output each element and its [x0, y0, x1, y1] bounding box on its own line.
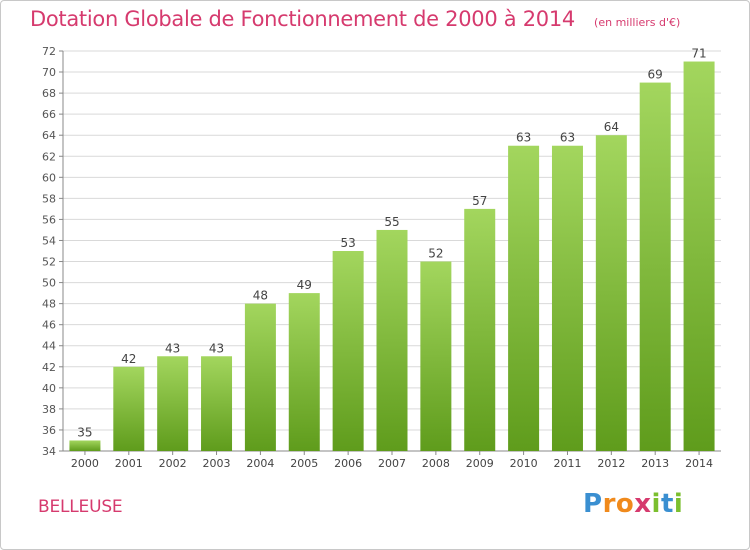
bar-2011 [551, 145, 583, 451]
value-label-2007: 55 [384, 215, 399, 229]
x-tick-label-2011: 2011 [553, 457, 581, 470]
x-tick-label-2000: 2000 [71, 457, 99, 470]
value-label-2012: 64 [604, 120, 619, 134]
y-tick-label: 60 [42, 171, 56, 184]
y-tick-label: 52 [42, 256, 56, 269]
logo-letter: o [615, 489, 635, 519]
proxiti-logo: Proxiti [583, 489, 683, 519]
y-tick-label: 46 [42, 319, 56, 332]
y-tick-label: 50 [42, 277, 56, 290]
value-label-2014: 71 [691, 47, 706, 61]
logo-letter: i [673, 489, 684, 519]
tick-labels: 34 36 38 40 42 44 46 48 50 52 54 56 58 60 62 64 66 68 70 72… [42, 45, 713, 470]
chart-title-block: Dotation Globale de Fonctionnement de 20… [30, 7, 680, 31]
y-tick-label: 48 [42, 298, 56, 311]
y-tick-label: 70 [42, 66, 56, 79]
x-tick-label-2009: 2009 [466, 457, 494, 470]
y-tick-label: 58 [42, 192, 56, 205]
value-label-2008: 52 [428, 247, 443, 261]
y-tick-label: 54 [42, 234, 56, 247]
logo-letter: r [602, 489, 616, 519]
logo-letter: P [583, 489, 603, 519]
x-tick-label-2007: 2007 [378, 457, 406, 470]
chart-subtitle: (en milliers d'€) [594, 16, 681, 29]
x-tick-label-2001: 2001 [115, 457, 143, 470]
x-tick-label-2008: 2008 [422, 457, 450, 470]
bar-2012 [595, 135, 627, 452]
bar-2007 [376, 229, 408, 451]
y-tick-label: 72 [42, 45, 56, 58]
value-label-2006: 53 [340, 236, 355, 250]
bar-2005 [288, 293, 320, 451]
value-label-2004: 48 [253, 289, 268, 303]
x-tick-label-2003: 2003 [203, 457, 231, 470]
bar-2014 [683, 61, 715, 452]
y-tick-label: 40 [42, 382, 56, 395]
y-tick-label: 64 [42, 129, 56, 142]
bars [69, 61, 715, 452]
x-tick-label-2014: 2014 [685, 457, 713, 470]
value-labels: 35 42 43 43 48 49 53 55 52 57 63 63 64 69 71 [77, 47, 706, 440]
y-tick-label: 44 [42, 340, 56, 353]
bar-2001 [113, 366, 145, 451]
x-tick-label-2013: 2013 [641, 457, 669, 470]
value-label-2009: 57 [472, 194, 487, 208]
logo-letter: i [651, 489, 661, 519]
y-tick-label: 68 [42, 87, 56, 100]
value-label-2001: 42 [121, 352, 136, 366]
value-label-2000: 35 [77, 425, 92, 439]
value-label-2011: 63 [560, 131, 575, 145]
value-label-2005: 49 [297, 278, 312, 292]
logo-letter: x [634, 489, 652, 519]
bar-2009 [464, 208, 496, 451]
chart-title: Dotation Globale de Fonctionnement de 20… [30, 7, 575, 31]
commune-name: BELLEUSE [38, 497, 123, 517]
y-tick-label: 56 [42, 213, 56, 226]
bar-2010 [508, 145, 540, 451]
bar-2006 [332, 251, 364, 451]
bar-2004 [244, 303, 276, 451]
value-label-2013: 69 [648, 68, 663, 82]
y-tick-label: 38 [42, 403, 56, 416]
value-label-2003: 43 [209, 341, 224, 355]
x-tick-label-2004: 2004 [246, 457, 274, 470]
x-tick-label-2002: 2002 [159, 457, 187, 470]
x-tick-label-2006: 2006 [334, 457, 362, 470]
y-tick-label: 62 [42, 150, 56, 163]
value-label-2002: 43 [165, 341, 180, 355]
x-tick-label-2012: 2012 [597, 457, 625, 470]
y-tick-label: 36 [42, 424, 56, 437]
y-tick-label: 42 [42, 361, 56, 374]
bar-2003 [201, 356, 233, 451]
value-label-2010: 63 [516, 131, 531, 145]
bar-2002 [157, 356, 189, 451]
logo-letter: t [660, 489, 674, 519]
y-tick-label: 34 [42, 445, 56, 458]
bar-2013 [639, 82, 671, 451]
bar-2000 [69, 440, 101, 451]
x-tick-label-2005: 2005 [290, 457, 318, 470]
y-tick-label: 66 [42, 108, 56, 121]
x-tick-label-2010: 2010 [510, 457, 538, 470]
bar-2008 [420, 261, 452, 451]
